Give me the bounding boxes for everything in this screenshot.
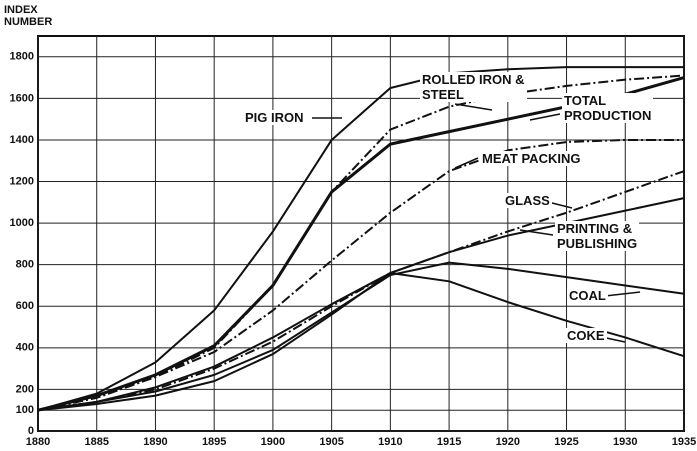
y-tick-label: 0 xyxy=(28,425,34,437)
y-tick-label: 1800 xyxy=(10,51,34,63)
y-tick-label: 200 xyxy=(16,383,34,395)
x-tick-label: 1885 xyxy=(84,436,108,448)
series-label: COAL xyxy=(567,288,608,303)
series-label: ROLLED IRON & STEEL xyxy=(420,72,527,102)
label-leader xyxy=(529,113,561,121)
x-tick-label: 1900 xyxy=(261,436,285,448)
x-tick-label: 1890 xyxy=(143,436,167,448)
x-tick-label: 1905 xyxy=(319,436,343,448)
label-leader xyxy=(604,291,641,297)
x-tick-label: 1930 xyxy=(613,436,637,448)
series-label: TOTAL PRODUCTION xyxy=(562,93,654,123)
series-line xyxy=(37,66,684,412)
x-tick-label: 1925 xyxy=(554,436,578,448)
y-tick-label: 1000 xyxy=(10,217,34,229)
series-line xyxy=(37,272,685,412)
x-tick-label: 1915 xyxy=(437,436,461,448)
series-line xyxy=(37,138,684,412)
y-tick-label: 600 xyxy=(16,300,34,312)
series-label: MEAT PACKING xyxy=(480,151,583,166)
y-tick-label: 800 xyxy=(16,259,34,271)
label-leader xyxy=(454,103,493,111)
series-label: PIG IRON xyxy=(243,110,306,125)
y-tick-label: 1200 xyxy=(10,175,34,187)
series-label: COKE xyxy=(565,328,607,343)
x-tick-label: 1895 xyxy=(202,436,226,448)
y-tick-label: 400 xyxy=(16,342,34,354)
x-tick-label: 1920 xyxy=(496,436,520,448)
y-tick-label: 1400 xyxy=(10,134,34,146)
y-label: NUMBER xyxy=(4,16,52,28)
series-label: GLASS xyxy=(503,193,552,208)
series-label: PRINTING & PUBLISHING xyxy=(555,221,640,251)
y-label: INDEX xyxy=(4,4,38,16)
label-leader xyxy=(454,157,479,169)
x-tick-label: 1880 xyxy=(26,436,50,448)
x-tick-label: 1935 xyxy=(672,436,696,448)
y-tick-label: 1600 xyxy=(10,92,34,104)
label-leader xyxy=(519,229,554,236)
x-tick-label: 1910 xyxy=(378,436,402,448)
y-tick-label: 100 xyxy=(16,404,34,416)
